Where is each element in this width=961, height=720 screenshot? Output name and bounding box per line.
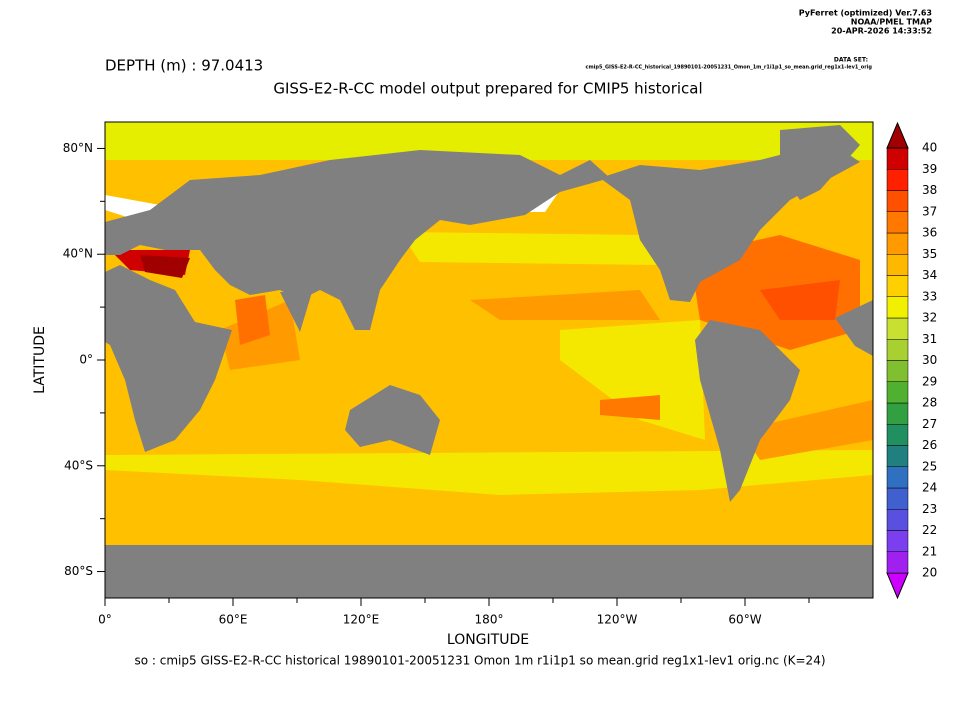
x-tick-label: 0° (98, 613, 112, 627)
colorbar-label: 28 (922, 396, 937, 410)
colorbar-band (886, 445, 909, 467)
colorbar-label: 33 (922, 289, 937, 303)
colorbar-band (886, 190, 909, 212)
colorbar-band (886, 147, 909, 170)
colorbar-label: 26 (922, 438, 937, 452)
y-tick-label: 80°N (63, 141, 93, 155)
colorbar-band (886, 296, 909, 319)
y-tick-label: 0° (79, 353, 93, 367)
colorbar-band (886, 551, 909, 574)
colorbar-band (886, 211, 909, 234)
colorbar-label: 22 (922, 523, 937, 537)
colorbar-label: 35 (922, 247, 937, 261)
colorbar-label: 31 (922, 332, 937, 346)
x-tick-label: 60°W (728, 613, 761, 627)
footer: so : cmip5 GISS-E2-R-CC historical 19890… (134, 654, 825, 668)
colorbar-band (886, 232, 909, 255)
colorbar-label: 27 (922, 417, 937, 431)
colorbar-band (886, 424, 909, 446)
map-field (104, 121, 874, 599)
colorbar-band (886, 254, 909, 276)
colorbar-band (886, 275, 909, 297)
y-tick-label: 80°S (64, 564, 93, 578)
y-label: LATITUDE (32, 326, 48, 394)
colorbar-band (886, 530, 909, 552)
colorbar-label: 23 (922, 502, 937, 516)
colorbar-label: 40 (922, 141, 937, 155)
x-tick-label: 180° (475, 613, 504, 627)
colorbar-label: 39 (922, 162, 937, 176)
colorbar-under (886, 572, 909, 600)
colorbar-label: 34 (922, 268, 937, 282)
colorbar-band (886, 360, 909, 382)
colorbar-label: 32 (922, 311, 937, 325)
x-tick-label: 120°W (597, 613, 638, 627)
software: PyFerret (optimized) Ver.7.63 (799, 9, 932, 18)
colorbar-band (886, 466, 909, 489)
colorbar-band (886, 487, 909, 510)
colorbar-band (886, 169, 909, 191)
y-tick-label: 40°N (63, 247, 93, 261)
colorbar-label: 21 (922, 544, 937, 558)
lab: NOAA/PMEL TMAP (851, 18, 932, 27)
y-tick-label: 40°S (64, 458, 93, 472)
colorbar-over (886, 121, 909, 149)
dataset: cmip5_GISS-E2-R-CC_historical_19890101-2… (586, 65, 873, 71)
colorbar-label: 37 (922, 204, 937, 218)
colorbar-label: 25 (922, 459, 937, 473)
x-tick-label: 60°E (219, 613, 248, 627)
colorbar-label: 20 (922, 566, 937, 580)
colorbar-label: 29 (922, 374, 937, 388)
colorbar-band (886, 402, 909, 425)
title: GISS-E2-R-CC model output prepared for C… (273, 80, 702, 98)
colorbar-band (886, 381, 909, 404)
colorbar-label: 24 (922, 481, 937, 495)
dataset-label: DATA SET: (834, 57, 868, 64)
colorbar-band (886, 509, 909, 531)
x-tick-label: 120°E (343, 613, 380, 627)
colorbar-label: 36 (922, 226, 937, 240)
colorbar-label: 30 (922, 353, 937, 367)
colorbar-label: 38 (922, 183, 937, 197)
colorbar-band (886, 339, 909, 361)
x-label: LONGITUDE (447, 632, 529, 648)
depth: DEPTH (m) : 97.0413 (105, 57, 263, 75)
colorbar-band (886, 317, 909, 340)
date: 20-APR-2026 14:33:52 (831, 27, 932, 36)
